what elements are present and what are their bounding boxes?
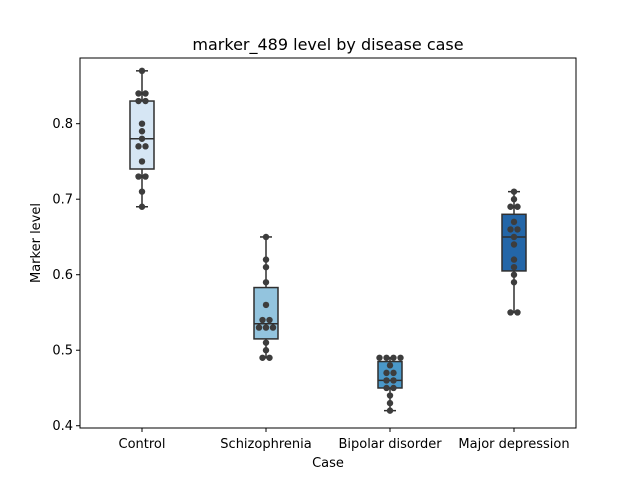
- data-point: [259, 354, 266, 361]
- data-point: [138, 158, 146, 165]
- y-axis: 0.4 0.5 0.6 0.7 0.8: [52, 117, 80, 434]
- data-point: [142, 97, 149, 105]
- data-point: [138, 120, 146, 127]
- data-point: [514, 226, 521, 233]
- data-point: [383, 377, 390, 384]
- x-axis-label: Case: [312, 456, 344, 471]
- data-point: [383, 384, 390, 392]
- data-point: [386, 399, 394, 407]
- data-point: [390, 354, 397, 361]
- data-point: [138, 188, 146, 195]
- data-point: [510, 279, 518, 286]
- data-point: [507, 309, 514, 316]
- data-point: [510, 233, 518, 241]
- data-point: [135, 173, 142, 180]
- data-point: [255, 324, 263, 331]
- y-tick-label: 0.7: [52, 193, 73, 208]
- data-point: [507, 226, 514, 233]
- x-tick-label: Control: [119, 437, 166, 452]
- data-point: [262, 324, 270, 331]
- data-point: [397, 354, 404, 361]
- data-point: [383, 354, 390, 361]
- data-point: [390, 377, 397, 384]
- data-point: [138, 135, 146, 142]
- data-point: [510, 196, 518, 203]
- data-point: [266, 316, 273, 324]
- data-point: [142, 173, 149, 180]
- plot-area: [129, 67, 527, 414]
- data-point: [510, 271, 518, 278]
- data-point: [386, 407, 394, 414]
- data-point: [135, 143, 142, 150]
- data-point: [510, 263, 518, 271]
- data-point: [262, 279, 270, 286]
- data-point: [262, 263, 270, 271]
- y-tick-label: 0.8: [52, 117, 73, 132]
- box-group-2: [376, 354, 404, 414]
- data-point: [376, 354, 383, 361]
- data-point: [514, 309, 521, 316]
- data-point: [262, 339, 270, 346]
- y-tick-label: 0.6: [52, 268, 73, 283]
- data-point: [390, 384, 397, 392]
- data-point: [142, 143, 149, 150]
- y-tick-label: 0.5: [52, 344, 73, 359]
- data-point: [138, 128, 146, 135]
- data-point: [386, 362, 394, 369]
- x-tick-label: Schizophrenia: [220, 437, 311, 452]
- data-point: [507, 203, 514, 210]
- data-point: [262, 233, 270, 241]
- data-point: [259, 316, 266, 324]
- box-group-1: [253, 233, 279, 361]
- data-point: [510, 218, 518, 226]
- box-group-3: [501, 188, 527, 316]
- box: [253, 286, 279, 340]
- x-axis: Control Schizophrenia Bipolar disorder Majo…: [119, 428, 570, 452]
- data-point: [383, 369, 390, 377]
- y-tick-label: 0.4: [52, 419, 73, 434]
- data-point: [135, 90, 142, 97]
- data-point: [262, 301, 270, 309]
- data-point: [142, 90, 149, 97]
- data-point: [262, 347, 270, 354]
- data-point: [269, 324, 277, 331]
- data-point: [138, 203, 146, 210]
- x-tick-label: Major depression: [458, 437, 569, 452]
- box-group-0: [129, 67, 155, 210]
- data-point: [510, 188, 518, 195]
- data-point: [514, 203, 521, 210]
- chart-title: marker_489 level by disease case: [192, 35, 463, 55]
- plot-frame: [79, 57, 577, 429]
- y-axis-label: Marker level: [29, 203, 44, 283]
- data-point: [390, 369, 397, 377]
- data-point: [386, 392, 394, 399]
- data-point: [266, 354, 273, 361]
- data-point: [510, 241, 518, 248]
- box: [129, 100, 155, 170]
- x-tick-label: Bipolar disorder: [338, 437, 442, 452]
- data-point: [262, 256, 270, 263]
- data-point: [135, 97, 142, 105]
- data-point: [138, 67, 146, 75]
- data-point: [510, 256, 518, 263]
